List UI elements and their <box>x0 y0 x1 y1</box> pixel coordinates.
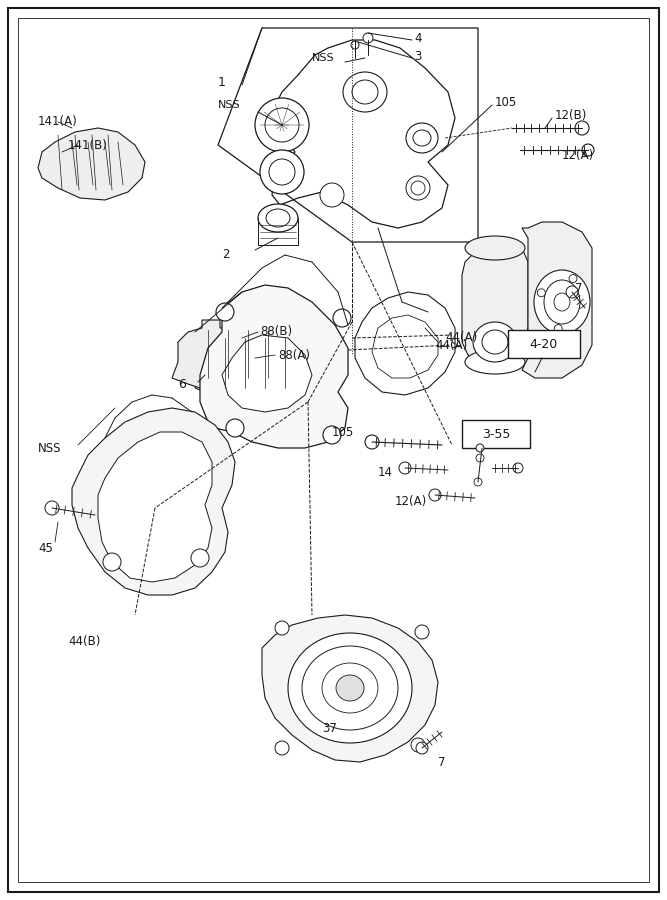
Polygon shape <box>200 285 348 448</box>
Circle shape <box>363 33 373 43</box>
Text: 12(A): 12(A) <box>395 496 428 508</box>
Text: 7: 7 <box>438 755 446 769</box>
Circle shape <box>365 435 379 449</box>
Circle shape <box>45 501 59 515</box>
Polygon shape <box>38 128 145 200</box>
Ellipse shape <box>465 236 525 260</box>
Circle shape <box>554 325 562 333</box>
Text: 105: 105 <box>332 426 354 438</box>
Text: 2: 2 <box>222 248 229 262</box>
Polygon shape <box>55 132 138 192</box>
Text: 3-55: 3-55 <box>482 428 510 440</box>
Circle shape <box>249 359 261 371</box>
Text: NSS: NSS <box>38 442 61 454</box>
Text: 12(B): 12(B) <box>555 109 588 122</box>
Text: 105: 105 <box>495 95 517 109</box>
Circle shape <box>191 549 209 567</box>
Circle shape <box>320 183 344 207</box>
Circle shape <box>415 625 429 639</box>
Text: 4-20: 4-20 <box>530 338 558 350</box>
Circle shape <box>569 274 577 283</box>
Bar <box>508 330 580 358</box>
Circle shape <box>260 150 304 194</box>
Circle shape <box>275 621 289 635</box>
Circle shape <box>333 309 351 327</box>
Polygon shape <box>172 320 298 394</box>
Circle shape <box>582 144 594 156</box>
Circle shape <box>269 159 295 185</box>
Text: 6: 6 <box>178 379 186 392</box>
Circle shape <box>255 98 309 152</box>
Polygon shape <box>72 408 235 595</box>
Polygon shape <box>222 335 312 412</box>
Circle shape <box>399 462 411 474</box>
Text: 44(A): 44(A) <box>435 338 468 352</box>
Text: 88(A): 88(A) <box>278 348 310 362</box>
Circle shape <box>406 176 430 200</box>
Polygon shape <box>522 222 592 378</box>
Text: 44(A): 44(A) <box>445 331 478 345</box>
Circle shape <box>416 742 428 754</box>
Text: 1: 1 <box>218 76 226 88</box>
Text: 44(B): 44(B) <box>68 635 100 649</box>
Circle shape <box>265 108 299 142</box>
Circle shape <box>474 478 482 486</box>
Circle shape <box>282 359 294 371</box>
Circle shape <box>566 286 578 298</box>
Circle shape <box>275 741 289 755</box>
Circle shape <box>216 303 234 321</box>
Text: 3: 3 <box>414 50 422 62</box>
Circle shape <box>323 426 341 444</box>
Text: 12(A): 12(A) <box>562 149 594 163</box>
Circle shape <box>351 41 359 49</box>
Ellipse shape <box>473 322 517 362</box>
Ellipse shape <box>336 675 364 701</box>
Text: NSS: NSS <box>218 100 241 110</box>
Polygon shape <box>462 242 528 362</box>
Circle shape <box>103 553 121 571</box>
Text: 14: 14 <box>378 465 393 479</box>
Ellipse shape <box>534 270 590 334</box>
Polygon shape <box>195 322 312 398</box>
Ellipse shape <box>288 633 412 743</box>
Ellipse shape <box>258 204 298 232</box>
Bar <box>462 420 530 448</box>
Circle shape <box>538 289 546 297</box>
Text: 45: 45 <box>38 542 53 554</box>
Circle shape <box>476 444 484 452</box>
Text: NSS: NSS <box>312 53 335 63</box>
Polygon shape <box>98 432 212 582</box>
Text: 7: 7 <box>575 282 582 294</box>
Ellipse shape <box>465 350 525 374</box>
Circle shape <box>214 359 226 371</box>
Text: 141(B): 141(B) <box>68 139 108 151</box>
Circle shape <box>513 463 523 473</box>
Circle shape <box>226 419 244 437</box>
Circle shape <box>575 121 589 135</box>
Circle shape <box>411 738 425 752</box>
Text: 88(B): 88(B) <box>260 326 292 338</box>
Polygon shape <box>262 615 438 762</box>
Text: 37: 37 <box>322 722 337 734</box>
Circle shape <box>429 489 441 501</box>
Text: 141(A): 141(A) <box>38 115 78 129</box>
Text: 4: 4 <box>414 32 422 44</box>
